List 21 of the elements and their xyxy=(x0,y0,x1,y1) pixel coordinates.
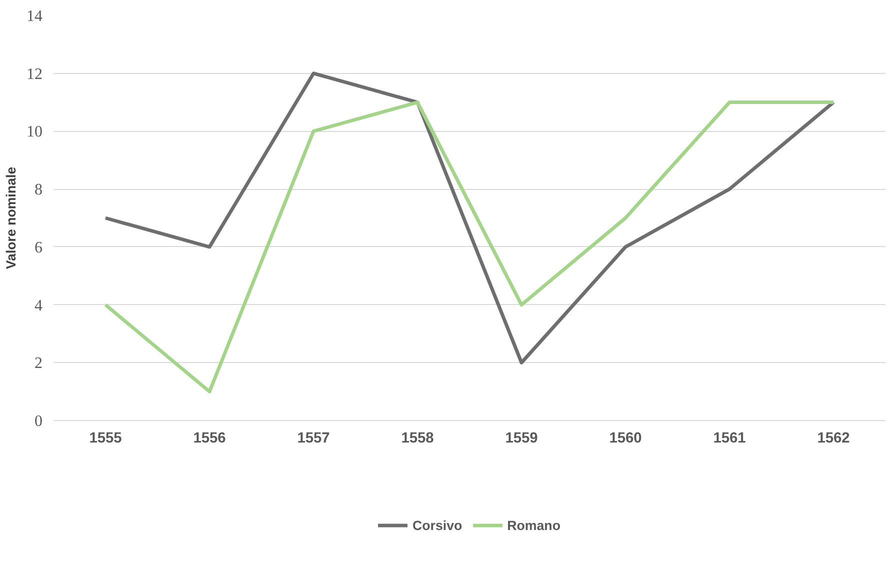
y-tick-label: 10 xyxy=(26,124,42,141)
y-tick-label: 14 xyxy=(26,8,42,25)
x-tick-label: 1557 xyxy=(297,430,330,446)
line-series xyxy=(104,100,836,394)
y-tick-label: 4 xyxy=(34,297,42,314)
line-series xyxy=(104,72,836,364)
y-tick-label: 8 xyxy=(34,182,42,199)
legend-label: Romano xyxy=(507,518,560,532)
x-tick-label: 1560 xyxy=(609,430,642,446)
y-tick-label: 6 xyxy=(34,239,42,256)
x-tick-label: 1562 xyxy=(817,430,850,446)
y-axis-title: Valore nominale xyxy=(4,166,18,270)
x-tick-label: 1559 xyxy=(505,430,538,446)
x-tick-label: 1561 xyxy=(713,430,746,446)
y-tick-label: 12 xyxy=(26,66,42,83)
y-tick-label: 2 xyxy=(34,355,42,372)
x-tick-label: 1555 xyxy=(89,430,122,446)
legend-label: Corsivo xyxy=(412,518,462,532)
x-tick-label: 1558 xyxy=(401,430,434,446)
y-tick-label: 0 xyxy=(34,413,42,430)
x-tick-label: 1556 xyxy=(193,430,226,446)
